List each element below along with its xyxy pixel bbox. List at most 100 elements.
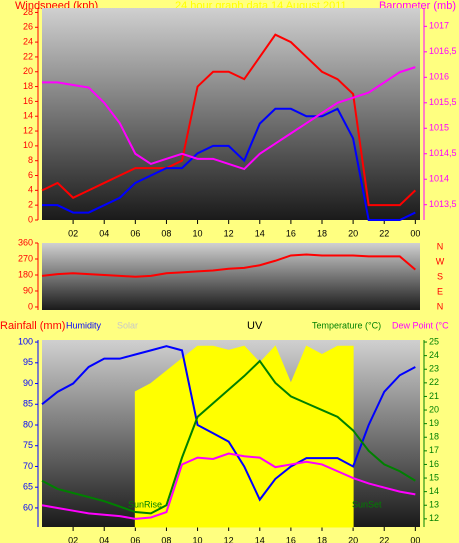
x-tick-label: 14: [255, 228, 265, 238]
y2-tick-label: 18: [429, 432, 439, 442]
x-tick-label: 22: [379, 535, 389, 543]
y-tick-label: 0: [28, 214, 33, 224]
x-tick-label: 20: [348, 535, 358, 543]
x-tick-label: 06: [130, 535, 140, 543]
y2-tick-label: 25: [429, 336, 439, 346]
legend-entry: Humidity: [66, 320, 102, 330]
x-tick-label: 16: [286, 228, 296, 238]
plot-area: [42, 8, 420, 220]
baro-label: Barometer (mb): [379, 0, 456, 12]
y-tick-label: 85: [23, 399, 33, 409]
y-tick-label: 95: [23, 357, 33, 367]
plot-area: [42, 243, 420, 310]
y2-tick-label: 12: [429, 513, 439, 523]
uv-label: UV: [247, 320, 263, 332]
y2-tick-label: 1015: [429, 123, 449, 133]
x-tick-label: 02: [68, 535, 78, 543]
line: [41, 345, 416, 502]
y2-tick-label: 1014: [429, 174, 449, 184]
x-tick-label: 02: [68, 228, 78, 238]
y2-tick-label: 1014,5: [429, 148, 457, 158]
y-tick-label: 18: [23, 81, 33, 91]
y2-tick-label: 1013,5: [429, 199, 457, 209]
x-tick-label: 16: [286, 535, 296, 543]
x-tick-label: 22: [379, 228, 389, 238]
x-tick-label: 00: [410, 228, 420, 238]
y-tick-label: 8: [28, 155, 33, 165]
x-tick-label: 10: [193, 535, 203, 543]
y-tick-label: 100: [18, 336, 33, 346]
line: [42, 66, 416, 171]
line: [41, 253, 416, 278]
direction-label: W: [436, 256, 445, 266]
y2-tick-label: 19: [429, 418, 439, 428]
y-tick-label: 16: [23, 96, 33, 106]
y-tick-label: 360: [18, 237, 33, 247]
y-tick-label: 90: [23, 378, 33, 388]
legend-entry: Solar: [117, 320, 138, 330]
y2-tick-label: 1016: [429, 72, 449, 82]
sunset-label: SunSet: [352, 499, 382, 509]
y-tick-label: 75: [23, 440, 33, 450]
y2-tick-label: 23: [429, 364, 439, 374]
y-tick-label: 12: [23, 125, 33, 135]
y-tick-label: 65: [23, 482, 33, 492]
direction-label: N: [437, 241, 444, 251]
y-tick-label: 4: [28, 185, 33, 195]
y2-tick-label: 22: [429, 377, 439, 387]
y2-tick-label: 17: [429, 445, 439, 455]
x-tick-label: 10: [193, 228, 203, 238]
direction-label: E: [437, 286, 443, 296]
direction-label: N: [437, 301, 444, 311]
y2-tick-label: 1015,5: [429, 97, 457, 107]
legend-entry: Temperature (°C): [312, 320, 381, 330]
x-tick-label: 06: [130, 228, 140, 238]
legend-entry: Dew Point (°C: [392, 320, 449, 330]
line: [41, 452, 416, 520]
x-tick-label: 08: [161, 535, 171, 543]
y-tick-label: 80: [23, 419, 33, 429]
x-tick-label: 12: [224, 228, 234, 238]
y-tick-label: 0: [28, 301, 33, 311]
y2-tick-label: 24: [429, 350, 439, 360]
y-tick-label: 270: [18, 253, 33, 263]
sunrise-label: SunRise: [128, 499, 162, 509]
y-tick-label: 20: [23, 66, 33, 76]
y2-tick-label: 14: [429, 486, 439, 496]
y-tick-label: 10: [23, 140, 33, 150]
y-tick-label: 90: [23, 285, 33, 295]
y-tick-label: 14: [23, 111, 33, 121]
y2-tick-label: 21: [429, 391, 439, 401]
x-tick-label: 00: [410, 535, 420, 543]
x-tick-label: 14: [255, 535, 265, 543]
x-tick-label: 18: [317, 535, 327, 543]
y2-tick-label: 13: [429, 500, 439, 510]
y-tick-label: 2: [28, 200, 33, 210]
y-tick-label: 22: [23, 51, 33, 61]
y-tick-label: 70: [23, 461, 33, 471]
x-tick-label: 20: [348, 228, 358, 238]
y-tick-label: 180: [18, 269, 33, 279]
y-tick-label: 28: [23, 7, 33, 17]
x-tick-label: 08: [161, 228, 171, 238]
x-tick-label: 04: [99, 535, 109, 543]
direction-label: S: [437, 271, 443, 281]
line: [41, 359, 416, 515]
y2-tick-label: 20: [429, 404, 439, 414]
y-tick-label: 60: [23, 502, 33, 512]
y2-tick-label: 15: [429, 472, 439, 482]
y2-tick-label: 1017: [429, 21, 449, 31]
y-tick-label: 26: [23, 22, 33, 32]
y-tick-label: 6: [28, 170, 33, 180]
title: 24 hour graph data 14 August 2011: [175, 0, 347, 12]
x-tick-label: 12: [224, 535, 234, 543]
y2-tick-label: 1016,5: [429, 46, 457, 56]
wind-label: Windspeed (kph): [15, 0, 98, 12]
y2-tick-label: 16: [429, 459, 439, 469]
x-tick-label: 18: [317, 228, 327, 238]
line: [41, 33, 417, 207]
rain-label: Rainfall (mm): [0, 320, 65, 332]
y-tick-label: 24: [23, 36, 33, 46]
line: [42, 107, 416, 221]
